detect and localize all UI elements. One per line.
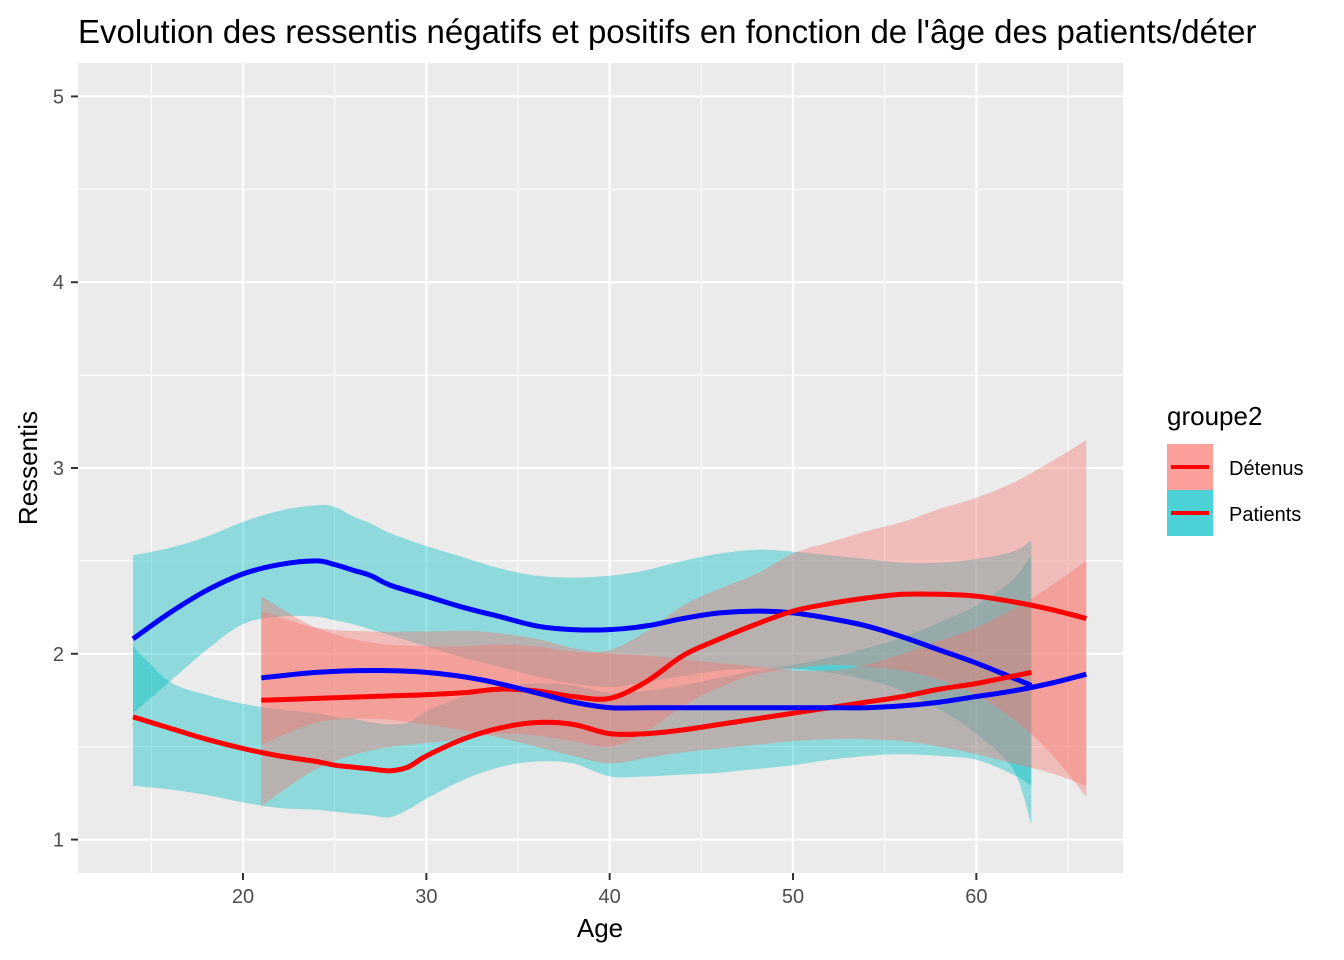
x-tick-label: 40	[599, 886, 621, 908]
y-tick-label: 3	[53, 458, 64, 480]
legend-item-detenus: Détenus	[1167, 444, 1304, 490]
legend-item-patients: Patients	[1167, 490, 1301, 536]
x-axis: 20 30 40 50 60	[232, 873, 987, 908]
legend-title: groupe2	[1167, 401, 1262, 431]
x-tick-label: 20	[232, 886, 254, 908]
chart-title: Evolution des ressentis négatifs et posi…	[78, 13, 1257, 50]
series-line-0	[131, 558, 1033, 688]
x-axis-title: Age	[577, 913, 623, 943]
confidence-band-2	[261, 440, 1087, 807]
y-tick-label: 2	[53, 644, 64, 666]
major-gridlines	[78, 63, 1123, 873]
series-line-3	[261, 668, 1087, 711]
series-lines	[131, 558, 1087, 774]
legend-label-patients: Patients	[1229, 504, 1301, 526]
confidence-band-1	[133, 555, 1032, 818]
confidence-band-0	[133, 504, 1032, 825]
y-axis: 1 2 3 4 5	[53, 86, 78, 852]
y-tick-label: 5	[53, 86, 64, 108]
confidence-band-3	[261, 560, 1087, 786]
y-tick-label: 1	[53, 830, 64, 852]
x-tick-label: 50	[782, 886, 804, 908]
legend-label-detenus: Détenus	[1229, 458, 1304, 480]
x-tick-label: 60	[965, 886, 987, 908]
legend: groupe2 Détenus Patients	[1167, 401, 1304, 536]
y-axis-title: Ressentis	[13, 411, 43, 525]
series-line-1	[132, 669, 1032, 774]
series-line-2	[261, 591, 1087, 703]
x-tick-label: 30	[415, 886, 437, 908]
confidence-bands	[133, 440, 1087, 825]
y-tick-label: 4	[53, 272, 64, 294]
